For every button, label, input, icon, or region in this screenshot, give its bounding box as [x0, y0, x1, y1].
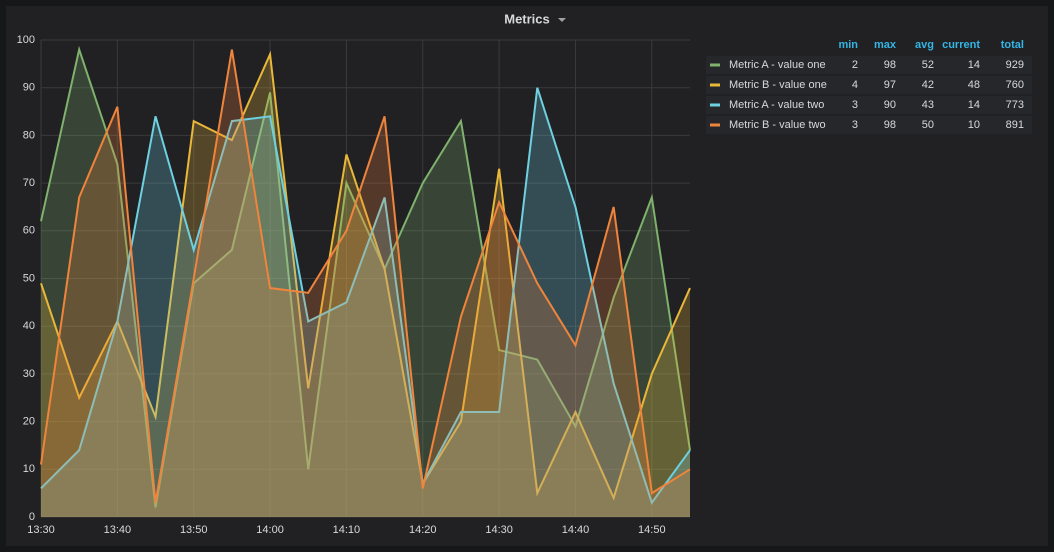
area-fill	[41, 49, 690, 517]
y-tick-label: 20	[23, 416, 35, 428]
y-tick-label: 40	[23, 320, 35, 332]
x-tick-label: 14:50	[638, 524, 666, 536]
y-tick-label: 60	[23, 225, 35, 237]
legend-value: 14	[968, 99, 980, 111]
legend-value: 773	[1006, 99, 1024, 111]
y-tick-label: 80	[23, 129, 35, 141]
legend-value: 42	[922, 79, 934, 91]
legend-value: 3	[852, 119, 858, 131]
x-tick-label: 13:50	[180, 524, 208, 536]
legend-name[interactable]: Metric B - value one	[729, 79, 827, 91]
y-tick-label: 70	[23, 177, 35, 189]
legend-header: current	[942, 39, 980, 51]
x-tick-label: 13:40	[104, 524, 132, 536]
legend-value: 98	[884, 59, 896, 71]
x-tick-label: 13:30	[27, 524, 55, 536]
area-fill	[41, 87, 690, 517]
legend-value: 929	[1006, 59, 1024, 71]
x-tick-label: 14:30	[485, 524, 513, 536]
legend-value: 90	[884, 99, 896, 111]
legend-value: 4	[852, 79, 858, 91]
series-line	[40, 49, 691, 503]
y-tick-label: 100	[17, 34, 35, 46]
area-fill	[41, 54, 690, 518]
legend-name[interactable]: Metric A - value two	[729, 99, 824, 111]
legend-value: 14	[968, 59, 980, 71]
legend-header: max	[874, 39, 897, 51]
title-caret[interactable]	[558, 18, 566, 22]
legend-name[interactable]: Metric B - value two	[729, 119, 826, 131]
legend-value: 891	[1006, 119, 1024, 131]
x-tick-label: 14:40	[562, 524, 590, 536]
legend-value: 48	[968, 79, 980, 91]
legend-value: 2	[852, 59, 858, 71]
y-tick-label: 50	[23, 272, 35, 284]
legend-row	[706, 116, 1032, 134]
legend-row	[706, 56, 1032, 74]
legend-value: 3	[852, 99, 858, 111]
x-tick-label: 14:00	[256, 524, 284, 536]
y-tick-label: 10	[23, 463, 35, 475]
legend-header: avg	[915, 39, 934, 51]
legend-value: 43	[922, 99, 934, 111]
legend-value: 760	[1006, 79, 1024, 91]
y-tick-label: 0	[29, 511, 35, 523]
legend-value: 97	[884, 79, 896, 91]
series-line	[40, 87, 691, 505]
y-tick-label: 90	[23, 82, 35, 94]
panel-title[interactable]: Metrics	[504, 11, 550, 26]
legend-header: total	[1001, 39, 1024, 51]
legend-row	[706, 76, 1032, 94]
legend-row	[706, 96, 1032, 114]
legend-value: 50	[922, 119, 934, 131]
legend-header: min	[838, 39, 858, 51]
legend-value: 98	[884, 119, 896, 131]
x-tick-label: 14:10	[333, 524, 361, 536]
series-line	[40, 50, 691, 501]
legend-name[interactable]: Metric A - value one	[729, 59, 826, 71]
series-line	[40, 45, 691, 508]
area-fill	[41, 49, 690, 517]
legend-value: 10	[968, 119, 980, 131]
legend-value: 52	[922, 59, 934, 71]
x-tick-label: 14:20	[409, 524, 437, 536]
y-tick-label: 30	[23, 368, 35, 380]
